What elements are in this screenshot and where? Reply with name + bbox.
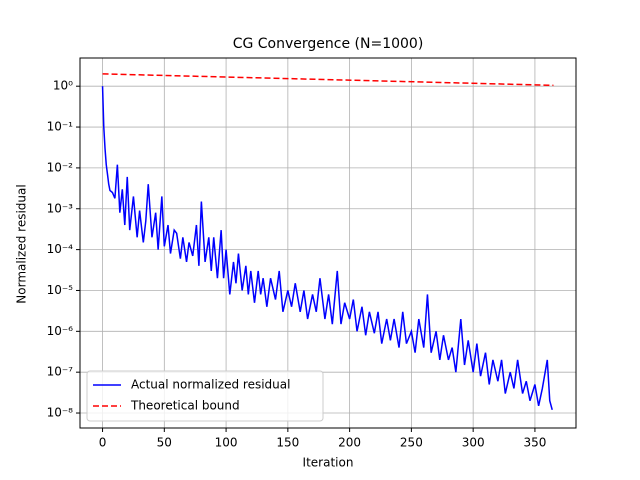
x-axis-label: Iteration: [303, 456, 354, 470]
y-tick-label: 10⁻⁴: [47, 242, 74, 256]
y-axis-label: Normalized residual: [15, 184, 29, 303]
x-tick-label: 350: [523, 436, 546, 450]
y-tick-label: 10⁻³: [47, 201, 74, 215]
y-tick-label: 10⁻⁷: [47, 365, 74, 379]
y-tick-label: 10⁻¹: [47, 120, 74, 134]
legend-box: [86, 370, 324, 422]
legend-label: Theoretical bound: [130, 399, 240, 413]
x-tick-label: 0: [99, 436, 107, 450]
y-tick-label: 10⁻⁵: [47, 283, 74, 297]
legend: Actual normalized residual Theoretical bo…: [86, 370, 324, 422]
x-tick-label: 150: [276, 436, 299, 450]
y-tick-label: 10⁻⁶: [47, 324, 74, 338]
x-tick-label: 50: [157, 436, 172, 450]
x-tick-label: 250: [400, 436, 423, 450]
chart-title: CG Convergence (N=1000): [233, 36, 424, 52]
x-tick-label: 200: [338, 436, 361, 450]
legend-label: Actual normalized residual: [131, 378, 290, 392]
plot-frame: [79, 57, 577, 429]
line-series: [102, 73, 554, 87]
line-series: [101, 86, 553, 410]
x-tick-label: 100: [215, 436, 238, 450]
y-tick-label: 10⁰: [53, 79, 73, 93]
y-tick-label: 10⁻²: [47, 160, 74, 174]
y-tick-label: 10⁻⁸: [47, 406, 74, 420]
x-tick-label: 300: [462, 436, 485, 450]
